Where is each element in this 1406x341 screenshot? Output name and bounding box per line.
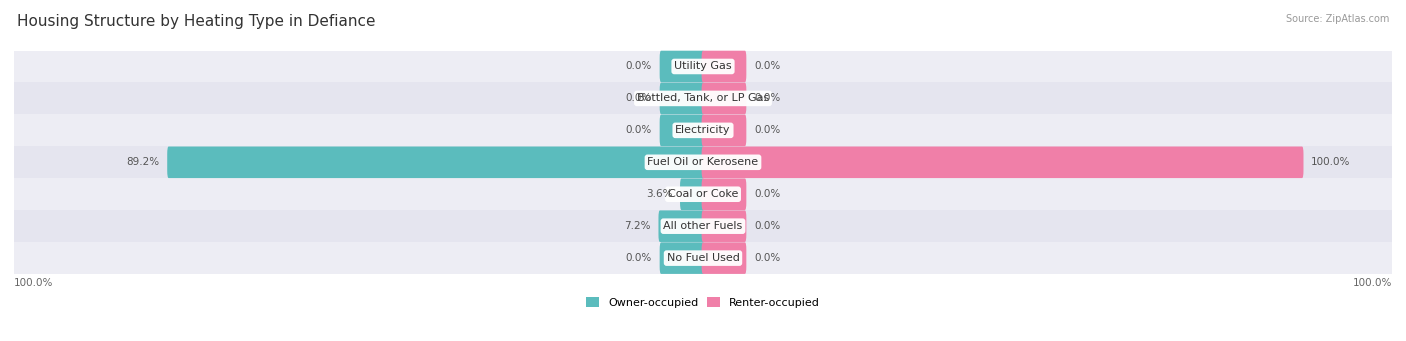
Text: 100.0%: 100.0% bbox=[1353, 278, 1392, 288]
Text: Coal or Coke: Coal or Coke bbox=[668, 189, 738, 199]
FancyBboxPatch shape bbox=[659, 242, 704, 274]
Bar bbox=[14, 114, 1392, 146]
Text: 100.0%: 100.0% bbox=[1310, 157, 1350, 167]
FancyBboxPatch shape bbox=[658, 210, 704, 242]
Text: 0.0%: 0.0% bbox=[754, 125, 780, 135]
FancyBboxPatch shape bbox=[659, 83, 704, 114]
FancyBboxPatch shape bbox=[167, 147, 704, 178]
FancyBboxPatch shape bbox=[659, 51, 704, 82]
Bar bbox=[14, 242, 1392, 274]
FancyBboxPatch shape bbox=[702, 242, 747, 274]
Bar bbox=[14, 178, 1392, 210]
Text: Fuel Oil or Kerosene: Fuel Oil or Kerosene bbox=[647, 157, 759, 167]
Text: 0.0%: 0.0% bbox=[754, 93, 780, 103]
FancyBboxPatch shape bbox=[702, 51, 747, 82]
Text: 7.2%: 7.2% bbox=[624, 221, 651, 231]
FancyBboxPatch shape bbox=[702, 210, 747, 242]
Bar bbox=[14, 146, 1392, 178]
FancyBboxPatch shape bbox=[659, 115, 704, 146]
FancyBboxPatch shape bbox=[702, 83, 747, 114]
Text: 3.6%: 3.6% bbox=[645, 189, 672, 199]
Text: 0.0%: 0.0% bbox=[754, 61, 780, 72]
Text: Bottled, Tank, or LP Gas: Bottled, Tank, or LP Gas bbox=[637, 93, 769, 103]
FancyBboxPatch shape bbox=[702, 178, 747, 210]
Text: 0.0%: 0.0% bbox=[626, 253, 652, 263]
Text: 0.0%: 0.0% bbox=[754, 253, 780, 263]
Text: Source: ZipAtlas.com: Source: ZipAtlas.com bbox=[1285, 14, 1389, 24]
FancyBboxPatch shape bbox=[681, 178, 704, 210]
Text: Electricity: Electricity bbox=[675, 125, 731, 135]
Text: 0.0%: 0.0% bbox=[626, 125, 652, 135]
Text: No Fuel Used: No Fuel Used bbox=[666, 253, 740, 263]
Text: 0.0%: 0.0% bbox=[626, 61, 652, 72]
Legend: Owner-occupied, Renter-occupied: Owner-occupied, Renter-occupied bbox=[586, 297, 820, 308]
FancyBboxPatch shape bbox=[702, 147, 1303, 178]
Text: All other Fuels: All other Fuels bbox=[664, 221, 742, 231]
Bar bbox=[14, 210, 1392, 242]
Bar bbox=[14, 83, 1392, 114]
FancyBboxPatch shape bbox=[702, 115, 747, 146]
Text: 89.2%: 89.2% bbox=[127, 157, 160, 167]
Text: 100.0%: 100.0% bbox=[14, 278, 53, 288]
Text: Utility Gas: Utility Gas bbox=[675, 61, 731, 72]
Text: 0.0%: 0.0% bbox=[626, 93, 652, 103]
Text: 0.0%: 0.0% bbox=[754, 221, 780, 231]
Text: Housing Structure by Heating Type in Defiance: Housing Structure by Heating Type in Def… bbox=[17, 14, 375, 29]
Text: 0.0%: 0.0% bbox=[754, 189, 780, 199]
Bar bbox=[14, 50, 1392, 83]
